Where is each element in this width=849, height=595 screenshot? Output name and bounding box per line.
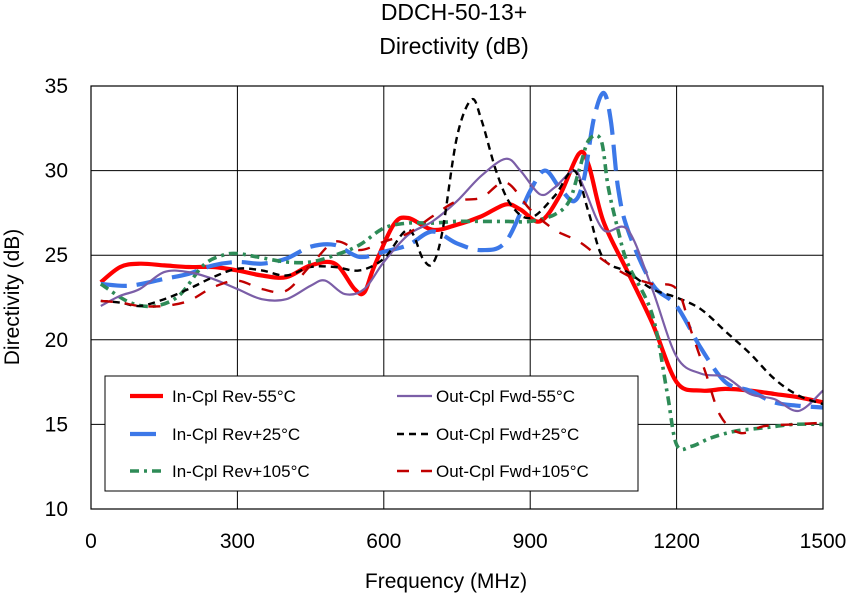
tick-labels: 0 300 600 900 1200 1500 10 15 20 25 30 35	[45, 75, 847, 553]
x-tick-label: 600	[366, 530, 401, 553]
legend: In-Cpl Rev-55°C In-Cpl Rev+25°C In-Cpl Rev…	[104, 375, 639, 492]
y-tick-label: 25	[45, 244, 68, 267]
legend-label-4: Out-Cpl Fwd-55°C	[436, 387, 575, 406]
series-line-2	[100, 90, 824, 410]
y-axis-label: Directivity (dB)	[1, 229, 24, 366]
x-tick-label: 900	[513, 530, 548, 553]
legend-label-6: Out-Cpl Fwd+105°C	[436, 462, 589, 481]
series-line-6	[100, 181, 824, 435]
x-tick-label: 0	[85, 530, 97, 553]
x-tick-label: 1200	[653, 530, 700, 553]
y-tick-label: 10	[45, 498, 68, 521]
x-tick-label: 300	[220, 530, 255, 553]
legend-label-1: In-Cpl Rev-55°C	[172, 387, 296, 406]
legend-label-3: In-Cpl Rev+105°C	[172, 462, 310, 481]
series-line-3	[99, 133, 824, 452]
y-tick-label: 30	[45, 160, 68, 183]
series-line-5	[100, 97, 824, 406]
x-axis-label: Frequency (MHz)	[365, 570, 527, 593]
legend-label-2: In-Cpl Rev+25°C	[172, 425, 300, 444]
series-lines	[99, 90, 824, 452]
legend-box	[104, 375, 639, 492]
legend-label-5: Out-Cpl Fwd+25°C	[436, 425, 579, 444]
chart-title-line-1: DDCH-50-13+	[381, 0, 527, 25]
series-line-4	[100, 157, 824, 413]
x-tick-label: 1500	[800, 530, 847, 553]
chart-title-line-2: Directivity (dB)	[379, 33, 529, 59]
y-tick-label: 35	[45, 75, 68, 98]
y-tick-label: 15	[45, 413, 68, 436]
plot-area-frame	[90, 85, 824, 510]
y-tick-label: 20	[45, 329, 68, 352]
